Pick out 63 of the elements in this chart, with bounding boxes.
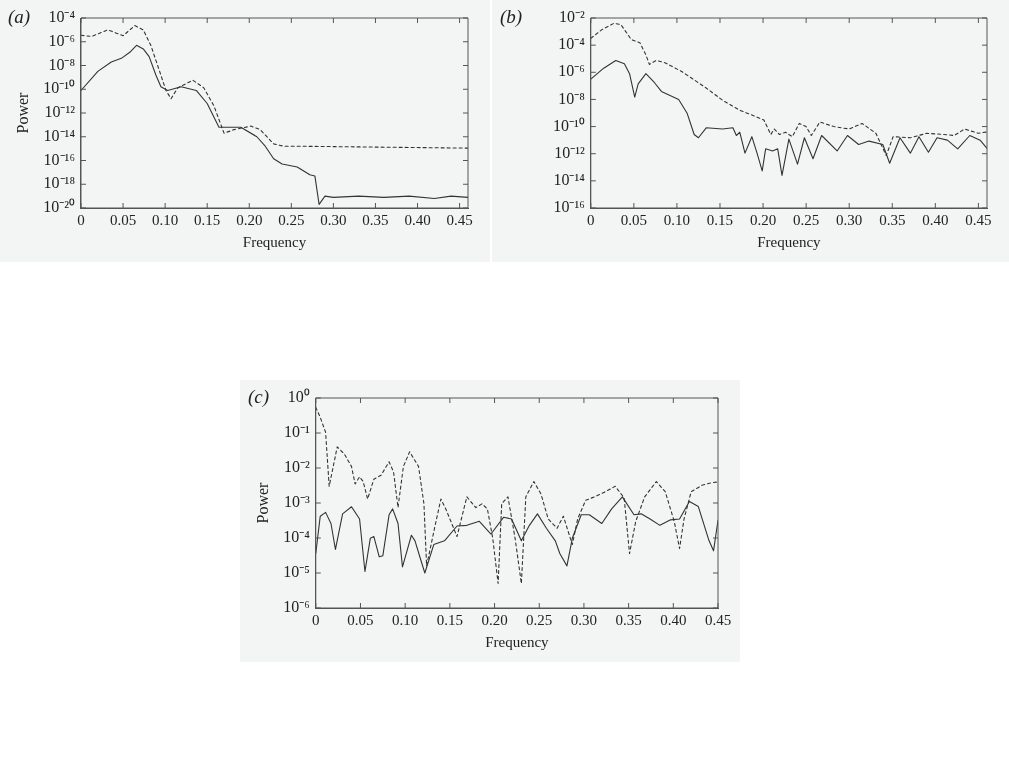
y-tick-label: 10⁻¹⁸ [43,174,75,192]
y-tick-label: 10⁻²⁰ [43,198,75,216]
chart-title: (a) [8,5,31,28]
chart-title: (b) [500,5,523,28]
x-tick-label: 0.20 [749,211,777,228]
x-tick-label: 0.05 [109,211,137,228]
x-tick-label: 0.25 [793,211,820,228]
y-tick-label: 10⁰ [287,388,310,406]
chart-title: (c) [248,385,270,408]
x-tick-label: 0.20 [236,211,263,228]
x-tick-label: 0 [77,211,85,228]
x-tick-label: 0.30 [320,211,347,228]
x-tick-label: 0.05 [347,611,374,628]
x-tick-label: 0.30 [570,611,598,628]
x-tick-label: 0.35 [615,611,642,628]
y-tick-label: 10⁻¹ [283,423,310,441]
x-tick-label: 0.40 [404,211,431,228]
y-tick-label: 10⁻⁶ [558,62,585,80]
y-tick-label: 10⁻⁴ [48,8,76,26]
x-tick-label: 0.05 [620,211,647,228]
x-tick-label: 0.10 [152,211,179,228]
x-tick-label: 0 [312,611,320,628]
x-tick-label: 0.45 [965,211,992,228]
y-axis-title: Power [13,91,31,134]
x-axis-title: Frequency [757,233,822,250]
y-tick-label: 10⁻¹⁶ [553,198,585,216]
y-tick-label: 10⁻¹⁴ [553,171,586,189]
x-tick-label: 0.45 [704,611,732,628]
x-tick-label: 0.10 [663,211,691,228]
x-tick-label: 0.40 [922,211,949,228]
y-tick-label: 10⁻¹² [554,143,585,161]
y-tick-label: 10⁻³ [283,493,310,511]
y-tick-label: 10⁻¹⁰ [43,79,75,97]
x-axis-title: Frequency [242,233,307,250]
x-axis-title: Frequency [485,633,550,650]
y-tick-label: 10⁻⁵ [283,563,310,581]
y-tick-label: 10⁻⁸ [48,55,75,73]
y-tick-label: 10⁻⁶ [283,598,310,616]
x-tick-label: 0.20 [481,611,508,628]
y-tick-label: 10⁻⁴ [283,528,311,546]
y-axis-title: Power [253,481,271,524]
x-tick-label: 0 [587,211,595,228]
x-tick-label: 0.15 [436,611,463,628]
x-tick-label: 0.10 [392,611,419,628]
y-tick-label: 10⁻² [559,8,585,26]
x-tick-label: 0.25 [278,211,305,228]
x-tick-label: 0.30 [836,211,863,228]
y-tick-label: 10⁻¹⁴ [43,126,76,144]
line-series [315,406,718,585]
x-tick-label: 0.15 [706,211,734,228]
y-tick-label: 10⁻¹⁶ [43,150,75,168]
y-tick-label: 10⁻² [283,458,310,476]
x-tick-label: 0.15 [194,211,221,228]
x-tick-label: 0.40 [660,611,687,628]
y-tick-label: 10⁻⁶ [48,31,75,49]
y-tick-label: 10⁻⁸ [558,89,585,107]
x-tick-label: 0.45 [446,211,473,228]
x-tick-label: 0.35 [879,211,906,228]
x-tick-label: 0.25 [526,611,553,628]
y-tick-label: 10⁻⁴ [558,35,586,53]
y-tick-label: 10⁻¹⁰ [553,116,585,134]
x-tick-label: 0.35 [362,211,389,228]
y-tick-label: 10⁻¹² [44,103,76,121]
